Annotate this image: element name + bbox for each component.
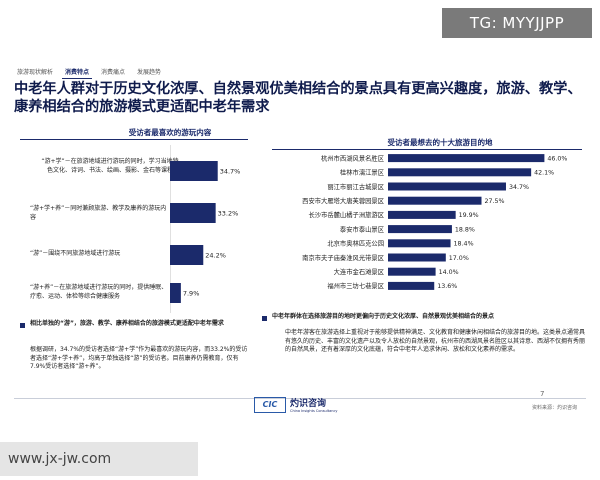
right-category-label-6: 泰安市泰山景区 — [340, 224, 384, 233]
right-bar-5 — [388, 210, 456, 219]
bullet-square-icon — [20, 323, 25, 328]
page-number: 7 — [540, 390, 545, 398]
right-category-label-7: 北京市奥林匹克公园 — [327, 239, 384, 248]
left-title-underline — [20, 139, 248, 140]
left-row-label-3: “游”－围绕不同旅游地域进行游玩 — [30, 250, 121, 257]
left-bar-chart: 34.7% 33.2% 24.2% 7.9% — [170, 145, 241, 313]
right-bar-8 — [388, 253, 446, 262]
left-bar-value-1: 34.7% — [220, 168, 241, 176]
right-bar-9 — [388, 267, 436, 276]
cic-logo-mark: CIC — [254, 396, 286, 413]
tab-pain-points[interactable]: 消费痛点 — [101, 69, 126, 76]
right-bar-2 — [388, 168, 532, 177]
right-bar-value-5: 19.9% — [459, 212, 479, 219]
right-category-label-5: 长沙市岳麓山橘子洲旅游区 — [308, 210, 384, 219]
left-bar-3 — [170, 245, 204, 265]
left-bar-value-4: 7.9% — [183, 290, 200, 298]
right-bar-value-3: 34.7% — [509, 184, 529, 191]
source-note: 资料来源：灼识咨询 — [532, 405, 578, 411]
right-category-label-10: 福州市三坊七巷景区 — [327, 281, 384, 290]
right-bar-1 — [388, 154, 545, 163]
right-bar-value-9: 14.0% — [439, 269, 459, 276]
right-category-label-3: 丽江市丽江古城景区 — [327, 182, 384, 191]
right-bar-value-1: 46.0% — [547, 155, 567, 162]
tab-status[interactable]: 旅游现状解析 — [17, 69, 54, 76]
left-note-body: 根据调研，34.7%的受访者选择“游+学”作为最喜欢的游玩内容，而33.2%的受… — [30, 346, 248, 370]
left-bar-4 — [170, 283, 181, 303]
right-bar-value-10: 13.6% — [437, 283, 457, 290]
left-bar-value-2: 33.2% — [218, 210, 239, 218]
watermark-bottom: www.jx-jw.com — [0, 442, 198, 476]
right-bar-4 — [388, 196, 482, 205]
right-bar-value-2: 42.1% — [534, 170, 554, 177]
right-chart-title: 受访者最想去的十大旅游目的地 — [387, 138, 493, 147]
right-bar-value-4: 27.5% — [485, 198, 505, 205]
right-bar-value-8: 17.0% — [449, 255, 469, 262]
right-bar-value-6: 18.8% — [455, 226, 475, 233]
tab-consumption-features[interactable]: 消费特点 — [62, 67, 93, 79]
right-category-label-9: 大连市金石滩景区 — [334, 267, 384, 276]
logo-name: 灼识咨询 — [290, 399, 327, 409]
left-bar-1 — [170, 161, 218, 181]
right-category-label-4: 西安市大雁塔大唐芙蓉园景区 — [302, 196, 384, 205]
right-note-body: 中老年游客在旅游选择上重视对于能够提供精神满足、文化教育和健康休闲相结合的旅游目… — [285, 329, 586, 353]
right-category-label-2: 桂林市漓江景区 — [340, 168, 384, 177]
section-tabs: 旅游现状解析 消费特点 消费痛点 发展趋势 — [14, 67, 164, 79]
company-logo: CIC 灼识咨询 China Insights Consultancy — [254, 396, 337, 413]
left-note-heading: 相比单独的“游”，旅游、教学、康养相结合的旅游模式更适配中老年需求 — [30, 320, 224, 327]
right-note-heading: 中老年群体在选择旅游目的地时更偏向于历史文化浓厚、自然景观优美相结合的景点 — [272, 313, 495, 320]
right-category-label-8: 南京市夫子庙秦淮风光带景区 — [302, 253, 384, 262]
right-bar-value-7: 18.4% — [454, 241, 474, 248]
left-row-label-4: “游+养”－在旅游地域进行游玩的同时，提供睡眠、疗愈、运动、体检等综合健康服务 — [30, 284, 168, 300]
left-chart-title: 受访者最喜欢的游玩内容 — [128, 128, 212, 137]
left-bar-2 — [170, 203, 216, 223]
bullet-square-icon — [262, 316, 267, 321]
right-bar-3 — [388, 182, 506, 191]
left-bar-value-3: 24.2% — [205, 252, 226, 260]
watermark-top: TG: MYYJJPP — [442, 8, 592, 38]
right-category-label-1: 杭州市西湖风景名胜区 — [321, 153, 384, 162]
page-title: 中老年人群对于历史文化浓厚、自然景观优美相结合的景点具有更高兴趣度，旅游、教学、… — [14, 81, 582, 115]
right-bar-7 — [388, 239, 451, 248]
left-row-label-2: “游+学+养”－同时兼顾旅游、教学及康养的游玩内容 — [30, 205, 167, 221]
logo-subtitle: China Insights Consultancy — [290, 409, 338, 413]
right-title-underline — [272, 149, 582, 150]
tab-trends[interactable]: 发展趋势 — [137, 69, 162, 76]
right-bar-10 — [388, 281, 435, 290]
footer-divider — [14, 398, 586, 399]
right-bar-chart: 杭州市西湖风景名胜区 46.0% 桂林市漓江景区 42.1% 丽江市丽江古城景区 34.7… — [302, 153, 567, 290]
left-row-label-1: “游+学”－在旅游地域进行游玩的同时，学习当地特色文化、诗词、书法、绘画、摄影、… — [41, 158, 179, 174]
right-bar-6 — [388, 225, 452, 234]
